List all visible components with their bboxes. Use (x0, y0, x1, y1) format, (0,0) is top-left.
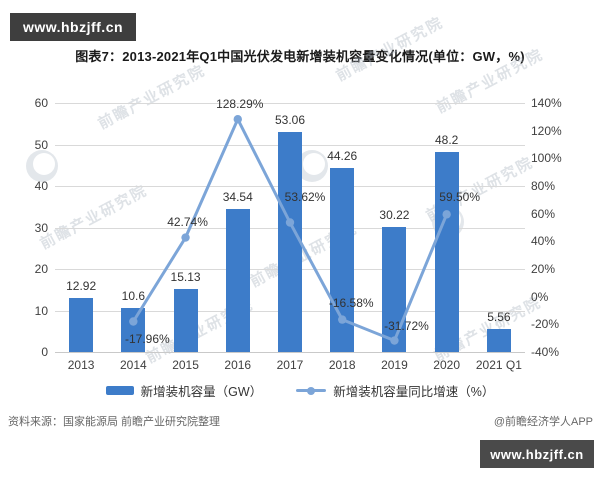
bar-value-label: 30.22 (379, 207, 410, 222)
bar (382, 226, 407, 352)
gridline (55, 352, 525, 353)
site-banner-bottom: www.hbzjff.cn (480, 440, 594, 468)
y-axis-right-tick: 0% (531, 289, 549, 304)
bar (225, 208, 250, 352)
legend: 新增装机容量（GW） 新增装机容量同比增速（%） (0, 381, 600, 400)
legend-item: 新增装机容量同比增速（%） (296, 381, 494, 400)
line-marker (338, 315, 347, 324)
bar-value-label: 53.06 (274, 112, 306, 127)
legend-label: 新增装机容量同比增速（%） (333, 385, 495, 399)
x-axis-label: 2020 (433, 358, 460, 372)
line-marker (129, 317, 138, 326)
y-axis-left-tick: 30 (34, 220, 48, 235)
y-axis-left-tick: 10 (34, 303, 48, 318)
y-axis-right-tick: -40% (531, 345, 560, 359)
y-axis-left-tick: 50 (34, 137, 48, 152)
y-axis-right-tick: 100% (531, 151, 562, 166)
y-axis-left-tick: 40 (34, 179, 48, 193)
bar-value-label: 34.54 (222, 189, 253, 204)
line-marker (233, 114, 242, 124)
y-axis-right-tick: 40% (531, 234, 556, 249)
y-axis-left-tick: 0 (41, 345, 48, 359)
growth-line (129, 114, 451, 345)
x-axis-label: 2019 (381, 358, 408, 372)
x-axis-label: 2013 (67, 358, 95, 372)
x-axis-label: 2018 (328, 358, 356, 372)
site-banner-top: www.hbzjff.cn (10, 13, 136, 41)
line-marker (181, 233, 190, 242)
bar (173, 289, 198, 352)
y-axis-right-tick: 20% (531, 262, 556, 276)
x-axis-label: 2021 Q1 (475, 358, 522, 372)
bar (486, 328, 511, 352)
bar-value-label: 44.26 (327, 149, 358, 164)
x-axis-label: 2014 (119, 358, 147, 372)
x-axis-label: 2016 (224, 358, 252, 372)
y-axis-left-tick: 60 (34, 96, 48, 110)
legend-line-marker (307, 386, 316, 395)
legend-label: 新增装机容量（GW） (140, 385, 263, 399)
bar-value-label: 12.92 (66, 279, 97, 294)
line-value-label: -31.72% (384, 318, 429, 333)
legend-line-swatch (296, 386, 327, 395)
bar (121, 308, 146, 352)
y-axis-right-tick: 60% (531, 206, 556, 221)
bar (69, 298, 94, 352)
chart-title: 图表7：2013-2021年Q1中国光伏发电新增装机容量变化情况(单位：GW，%… (75, 49, 525, 64)
source-text: 资料来源：国家能源局 前瞻产业研究院整理 (8, 416, 221, 428)
line-value-label: 42.74% (167, 214, 208, 229)
line-marker (442, 210, 451, 219)
y-axis-right-tick: 80% (531, 179, 556, 193)
line-marker (285, 218, 295, 227)
line-value-label: -17.96% (124, 331, 170, 346)
bar-value-label: 48.2 (434, 132, 459, 147)
line-value-label: 59.50% (439, 190, 481, 205)
bar (434, 151, 459, 352)
y-axis-right-tick: -20% (531, 317, 560, 332)
line-marker (390, 336, 399, 345)
bar-value-label: 15.13 (170, 270, 201, 285)
legend-item: 新增装机容量（GW） (105, 381, 263, 400)
watermark-logo (26, 150, 58, 182)
bar-value-label: 5.56 (487, 309, 511, 324)
bar (278, 131, 302, 352)
x-axis-label: 2017 (276, 358, 304, 372)
bar-value-label: 10.6 (121, 289, 146, 303)
gridline (55, 103, 525, 104)
y-axis-right-tick: 140% (531, 96, 562, 110)
x-axis-label: 2015 (172, 358, 199, 372)
y-axis-right-tick: 120% (531, 123, 562, 138)
attribution-text: @前瞻经济学人APP (493, 416, 593, 428)
plot-area: 12.92 10.6 15.13 34.54 53.06 44.26 30.22 48.2 5.… (55, 97, 525, 353)
line-value-label: 128.29% (216, 97, 264, 112)
y-axis-left-tick: 20 (34, 262, 48, 276)
line-value-label: 53.62% (284, 190, 326, 205)
legend-bar-swatch (105, 386, 134, 395)
line-value-label: -16.58% (328, 295, 374, 310)
